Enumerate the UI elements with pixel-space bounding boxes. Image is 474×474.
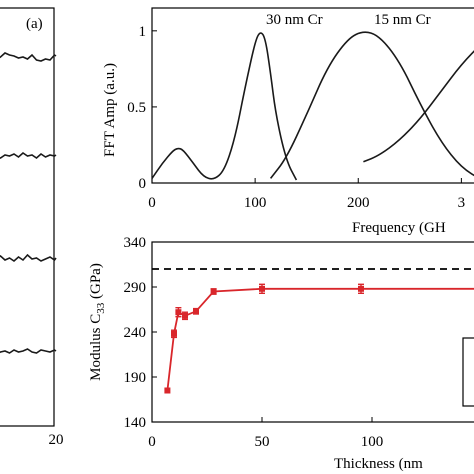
modulus-y-tick-label: 140 bbox=[124, 415, 147, 431]
modulus-x-tick-label: 100 bbox=[361, 434, 384, 450]
panel-a-x-tick-20: 20 bbox=[49, 432, 64, 448]
modulus-y-tick-label: 290 bbox=[124, 280, 147, 296]
fft-y-axis-label: FFT Amp (a.u.) bbox=[102, 63, 118, 157]
modulus-point bbox=[358, 285, 364, 292]
modulus-y-tick-label: 340 bbox=[124, 235, 147, 251]
panel-a-traces bbox=[0, 52, 57, 354]
modulus-x-tick-label: 50 bbox=[255, 434, 270, 450]
modulus-point bbox=[210, 288, 217, 295]
trace-1 bbox=[0, 52, 57, 62]
fft-x-tick-label: 200 bbox=[347, 195, 370, 211]
fft-ticks: 0 100 200 3 0 0.5 1 bbox=[127, 24, 465, 211]
panel-fft: 0 100 200 3 0 0.5 1 30 nm Cr 15 nm Cr Frequenc… bbox=[102, 7, 474, 236]
fft-annotation-30nm: 30 nm Cr bbox=[266, 12, 323, 28]
fft-series-2 bbox=[269, 31, 474, 179]
trace-4 bbox=[0, 348, 57, 354]
modulus-point bbox=[193, 308, 199, 315]
modulus-point bbox=[182, 312, 188, 319]
modulus-y-label-main: Modulus C bbox=[88, 314, 104, 381]
modulus-ticks: 0 50 100 140 190 240 290 340 bbox=[124, 235, 384, 450]
panel-a-letter: (a) bbox=[26, 16, 43, 32]
modulus-point bbox=[259, 285, 265, 292]
modulus-y-label-suffix: (GPa) bbox=[88, 263, 104, 303]
modulus-line bbox=[166, 287, 474, 391]
fft-x-tick-label: 100 bbox=[244, 195, 267, 211]
fft-y-tick-label: 0 bbox=[139, 176, 147, 192]
modulus-y-tick-label: 240 bbox=[124, 325, 147, 341]
panel-a-frame bbox=[0, 7, 55, 427]
fft-x-tick-label: 0 bbox=[148, 195, 156, 211]
modulus-y-axis-label: Modulus C33 (GPa) bbox=[88, 263, 107, 381]
panel-modulus: 0 50 100 140 190 240 290 340 Thickness (nm Modu… bbox=[88, 235, 474, 472]
fft-series-3 bbox=[363, 50, 474, 163]
legend-box bbox=[462, 337, 474, 407]
fft-x-axis-label: Frequency (GH bbox=[352, 220, 446, 236]
modulus-point bbox=[175, 309, 182, 316]
modulus-point bbox=[171, 330, 177, 337]
panel-a: (a) 20 bbox=[0, 7, 64, 448]
modulus-point bbox=[164, 387, 171, 394]
fft-curves bbox=[151, 31, 474, 181]
fft-y-tick-label: 1 bbox=[139, 24, 147, 40]
modulus-y-label-subscript: 33 bbox=[95, 302, 107, 314]
modulus-series bbox=[164, 283, 474, 394]
fft-x-tick-label: 3 bbox=[458, 195, 466, 211]
modulus-x-axis-label: Thickness (nm bbox=[334, 456, 423, 472]
modulus-x-tick-label: 0 bbox=[148, 434, 156, 450]
fft-annotation-15nm: 15 nm Cr bbox=[374, 12, 431, 28]
trace-2 bbox=[0, 151, 57, 160]
trace-3 bbox=[0, 253, 57, 263]
fft-series-1 bbox=[151, 32, 298, 181]
fft-y-tick-label: 0.5 bbox=[127, 100, 146, 116]
fft-frame bbox=[151, 7, 474, 184]
modulus-y-tick-label: 190 bbox=[124, 370, 147, 386]
